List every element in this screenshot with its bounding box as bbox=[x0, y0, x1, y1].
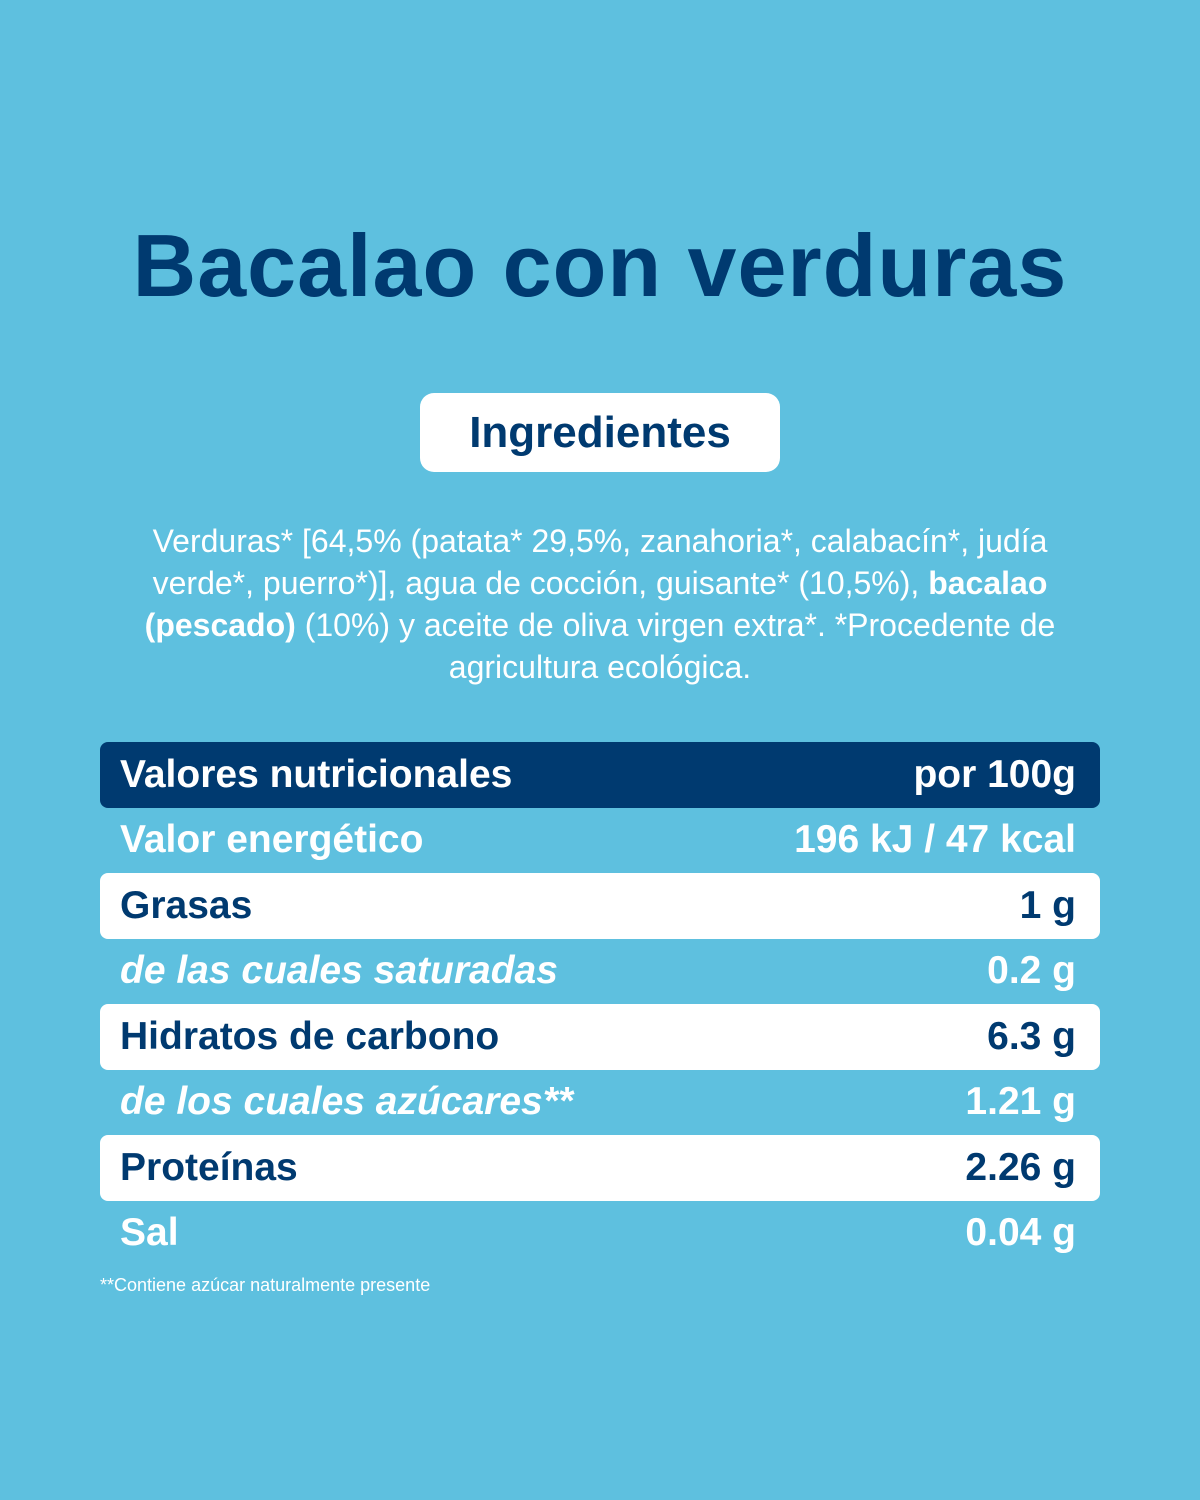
row-value: 6.3 g bbox=[987, 1014, 1076, 1058]
header-cell: por 100g bbox=[913, 752, 1076, 796]
row-value: 1.21 g bbox=[965, 1080, 1076, 1124]
row-value: 2.26 g bbox=[965, 1145, 1076, 1189]
ingredients-bold: bacalao (pescado) bbox=[144, 565, 1048, 643]
footnote: **Contiene azúcar naturalmente presente bbox=[100, 1275, 431, 1295]
table-row: de las cuales saturadas 0.2 g bbox=[100, 939, 1100, 1005]
row-name: Proteínas bbox=[120, 1145, 298, 1189]
row-name: de los cuales azúcares** bbox=[120, 1080, 574, 1124]
row-name: Sal bbox=[120, 1211, 179, 1255]
table-row: Hidratos de carbono 6.3 g bbox=[100, 1004, 1100, 1070]
header-cell: Valores nutricionales bbox=[120, 752, 513, 796]
table-row: Valor energético 196 kJ / 47 kcal bbox=[100, 808, 1100, 874]
ingredients-part: (10%) y aceite de oliva virgen extra*. *… bbox=[304, 607, 1056, 685]
row-name: Grasas bbox=[120, 883, 253, 927]
row-value: 196 kJ / 47 kcal bbox=[794, 818, 1076, 862]
ingredients-text: Verduras* [64,5% (patata* 29,5%, zanahor… bbox=[115, 520, 1085, 688]
ingredients-part: Verduras* [64,5% (patata* 29,5%, zanahor… bbox=[152, 523, 1048, 601]
title: Bacalao con verduras bbox=[132, 216, 1068, 315]
row-name: Valor energético bbox=[120, 818, 424, 862]
table-row: Sal 0.04 g bbox=[100, 1201, 1100, 1267]
row-value: 1 g bbox=[1019, 883, 1076, 927]
row-name: Hidratos de carbono bbox=[120, 1014, 500, 1058]
nutrition-table: Valores nutricionales por 100g Valor ener… bbox=[100, 742, 1100, 1266]
table-row: Grasas 1 g bbox=[100, 873, 1100, 939]
row-value: 0.2 g bbox=[987, 949, 1076, 993]
table-row: de los cuales azúcares** 1.21 g bbox=[100, 1070, 1100, 1136]
table-row: Proteínas 2.26 g bbox=[100, 1135, 1100, 1201]
ingredients-heading: Ingredientes bbox=[420, 393, 780, 472]
table-header: Valores nutricionales por 100g bbox=[100, 742, 1100, 808]
row-name: de las cuales saturadas bbox=[120, 949, 558, 993]
row-value: 0.04 g bbox=[965, 1211, 1076, 1255]
